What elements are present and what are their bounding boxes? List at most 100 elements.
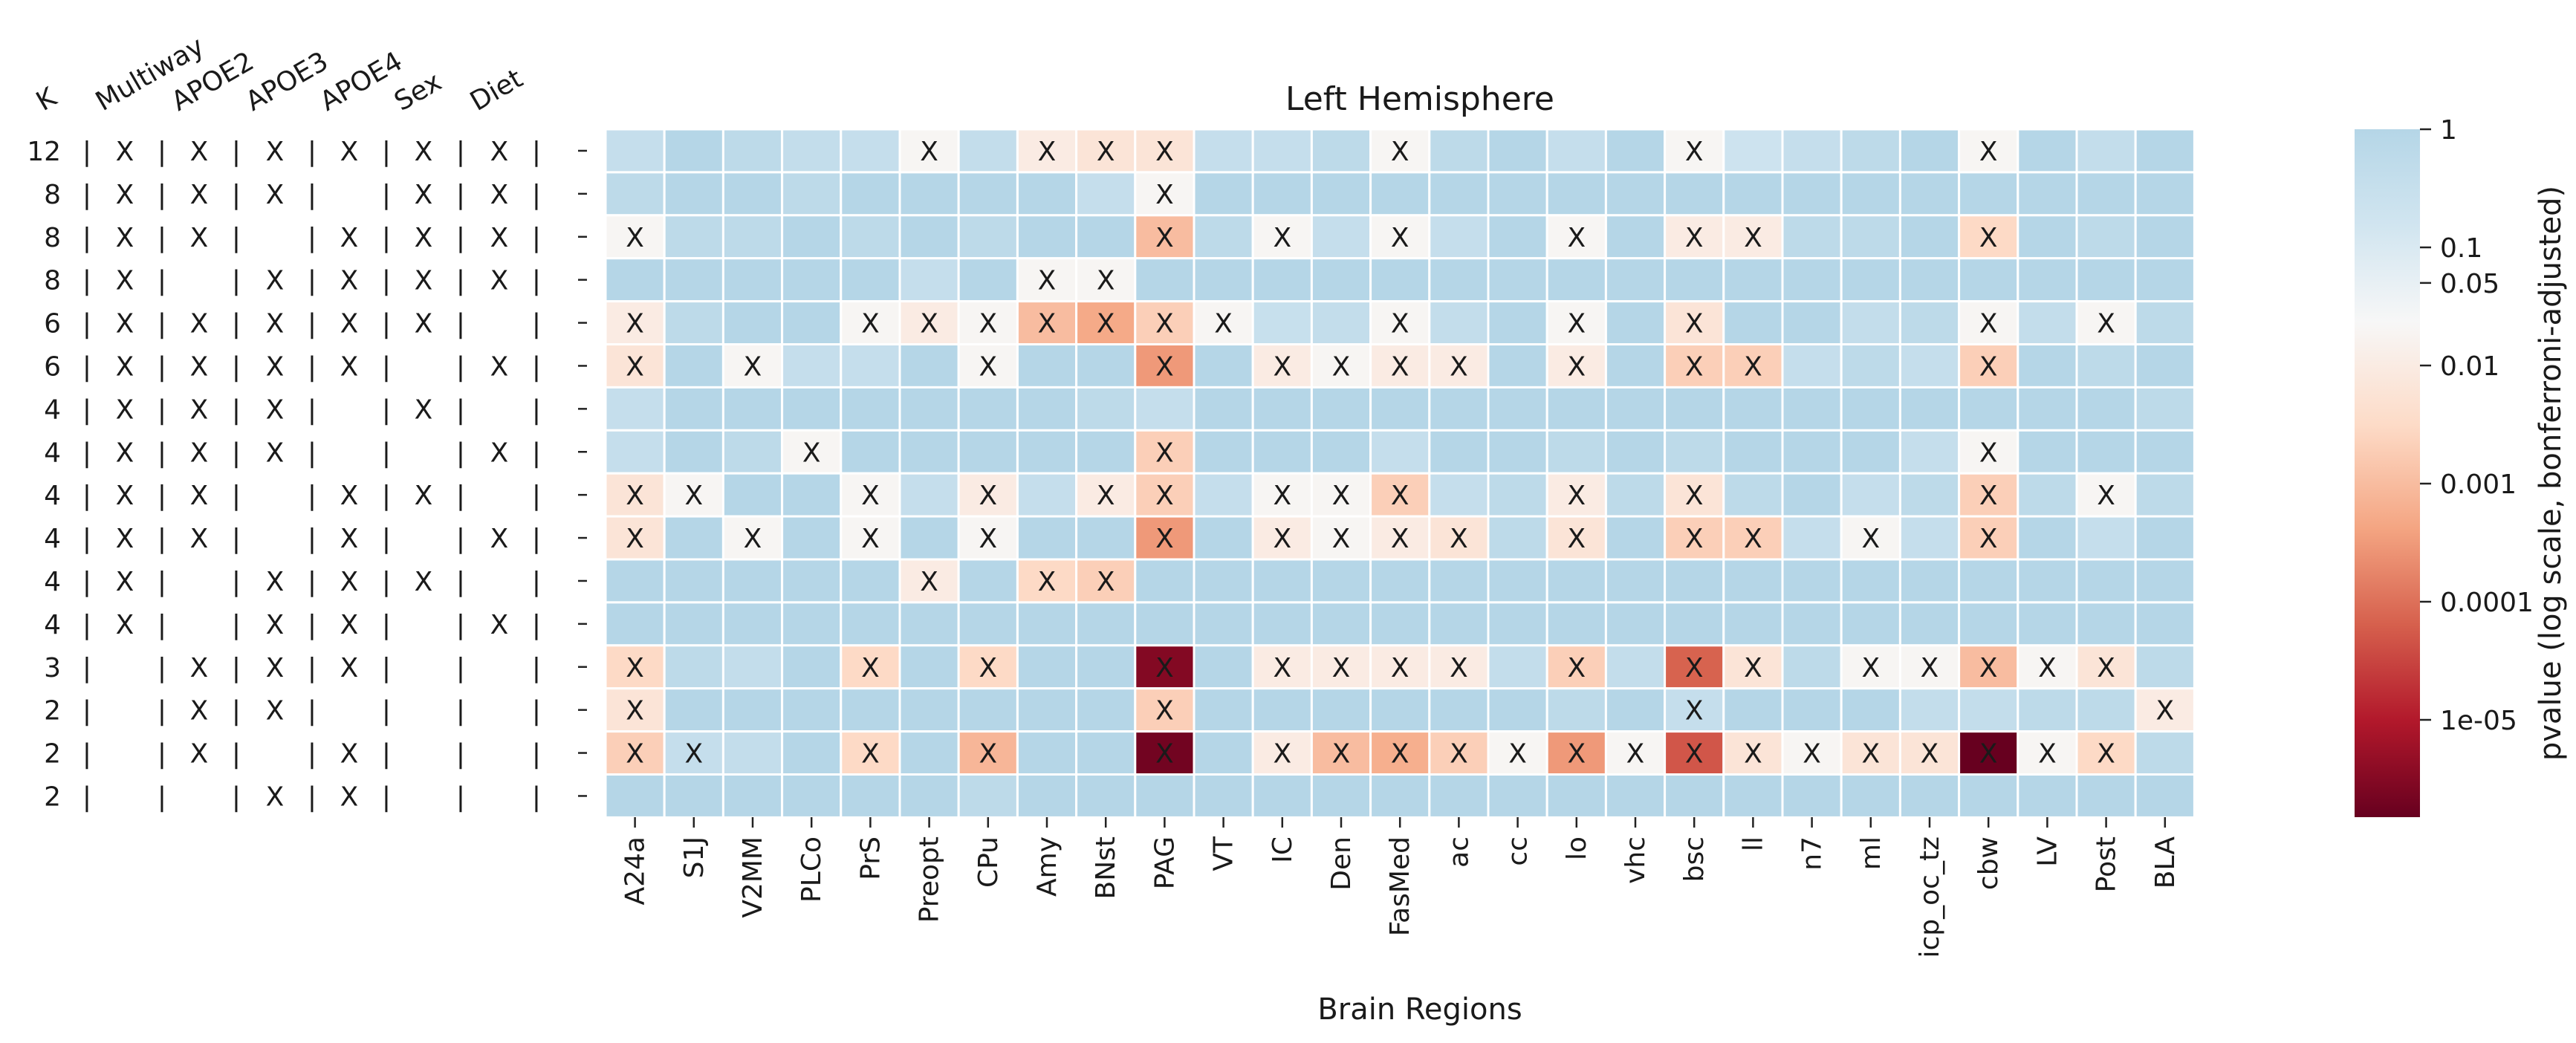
design-k-value: 6 [44, 309, 61, 339]
heatmap-cell [781, 386, 843, 432]
significance-mark: X [1685, 653, 1704, 683]
heatmap-cell [663, 128, 724, 174]
heatmap-cell [1310, 300, 1372, 346]
design-separator: | [82, 223, 91, 253]
heatmap-cell [1722, 773, 1784, 819]
significance-mark: X [1979, 309, 1998, 339]
significance-mark: X [1273, 739, 1291, 770]
colorbar-tick-label: 1 [2440, 115, 2457, 146]
x-tick-label: Post [2092, 836, 2122, 892]
design-separator: | [382, 180, 391, 210]
heatmap-cell [604, 558, 666, 604]
heatmap-cell [1545, 300, 1607, 346]
x-tick-label: VT [1209, 836, 1239, 871]
heatmap-cell [1193, 214, 1254, 260]
heatmap-cell [840, 386, 901, 432]
significance-mark: X [861, 739, 880, 770]
design-separator: | [308, 524, 317, 554]
design-k-value: 3 [44, 653, 61, 683]
design-separator: | [308, 739, 317, 770]
heatmap-cell [1604, 601, 1667, 647]
design-flag: X [340, 266, 359, 296]
heatmap-cell [2134, 300, 2196, 346]
design-separator: | [308, 137, 317, 167]
heatmap-cell [1604, 257, 1667, 303]
x-tick-label: ac [1444, 836, 1474, 868]
heatmap-cell [781, 429, 843, 475]
design-flag: X [116, 351, 134, 382]
heatmap-cell [2075, 343, 2137, 389]
design-flag: X [266, 180, 285, 210]
heatmap-cell [2075, 601, 2137, 647]
heatmap-cell [1545, 558, 1607, 604]
design-separator: | [532, 223, 541, 253]
design-flag: X [340, 309, 359, 339]
significance-mark: X [626, 351, 644, 382]
heatmap-cell [1604, 128, 1667, 174]
heatmap-cell [2017, 429, 2078, 475]
chart-title: Left Hemisphere [1285, 80, 1554, 118]
heatmap-cell [1193, 171, 1254, 217]
heatmap-cell [1664, 343, 1725, 389]
heatmap-cell [1193, 601, 1254, 647]
significance-mark: X [920, 309, 938, 339]
design-flag: X [340, 653, 359, 683]
heatmap-cell [1722, 300, 1784, 346]
design-k-value: 8 [44, 180, 61, 210]
design-flag: X [190, 696, 209, 727]
x-axis-label: Brain Regions [1317, 992, 1522, 1027]
heatmap-cell [1369, 214, 1431, 260]
heatmap-cell [1251, 214, 1313, 260]
significance-mark: X [1626, 739, 1645, 770]
significance-mark: X [1155, 739, 1174, 770]
heatmap-cell [957, 171, 1019, 217]
design-k-value: 4 [44, 524, 61, 554]
significance-mark: X [1155, 309, 1174, 339]
heatmap-cell [1545, 687, 1607, 733]
colorbar-tick-label: 0.05 [2440, 269, 2499, 299]
heatmap-cell [2134, 171, 2196, 217]
design-separator: | [232, 438, 241, 468]
design-flag: X [116, 180, 134, 210]
heatmap-cell [898, 472, 960, 518]
x-tick-label: A24a [620, 836, 651, 906]
heatmap-cell [1193, 773, 1254, 819]
design-separator: | [532, 782, 541, 812]
design-separator: | [382, 610, 391, 640]
significance-mark: X [1744, 739, 1762, 770]
heatmap-cell [898, 601, 960, 647]
heatmap-cell [1310, 257, 1372, 303]
design-flag: X [415, 567, 433, 597]
heatmap-cell [1840, 343, 1901, 389]
design-flag: X [340, 351, 359, 382]
heatmap-cell [1134, 730, 1195, 776]
heatmap-cell [1781, 601, 1843, 647]
design-separator: | [308, 438, 317, 468]
heatmap-cell [1310, 773, 1372, 819]
heatmap-cell [1781, 773, 1843, 819]
heatmap-cell [1016, 644, 1078, 690]
design-k-value: 12 [27, 137, 61, 167]
x-tick-label: Preopt [915, 836, 945, 923]
significance-mark: X [1155, 137, 1174, 167]
x-tick-label: icp_oc_tz [1915, 836, 1945, 958]
heatmap-cell [1958, 773, 2019, 819]
significance-mark: X [1332, 481, 1351, 511]
colorbar-tick-label: 0.1 [2440, 233, 2482, 264]
heatmap-cell [2017, 386, 2078, 432]
design-separator: | [308, 567, 317, 597]
design-flag: X [266, 394, 285, 425]
design-separator: | [82, 524, 91, 554]
heatmap-cell [1958, 730, 2019, 776]
heatmap-cell [1075, 343, 1137, 389]
heatmap-cell [1958, 386, 2019, 432]
design-separator: | [456, 180, 465, 210]
heatmap-cell [1487, 171, 1548, 217]
heatmap-cell [898, 343, 960, 389]
heatmap-cell [721, 429, 784, 475]
heatmap-cell [721, 214, 784, 260]
heatmap-cell [781, 128, 843, 174]
heatmap-cell [1428, 300, 1490, 346]
heatmap-cell [1134, 558, 1195, 604]
significance-mark: X [1567, 309, 1586, 339]
